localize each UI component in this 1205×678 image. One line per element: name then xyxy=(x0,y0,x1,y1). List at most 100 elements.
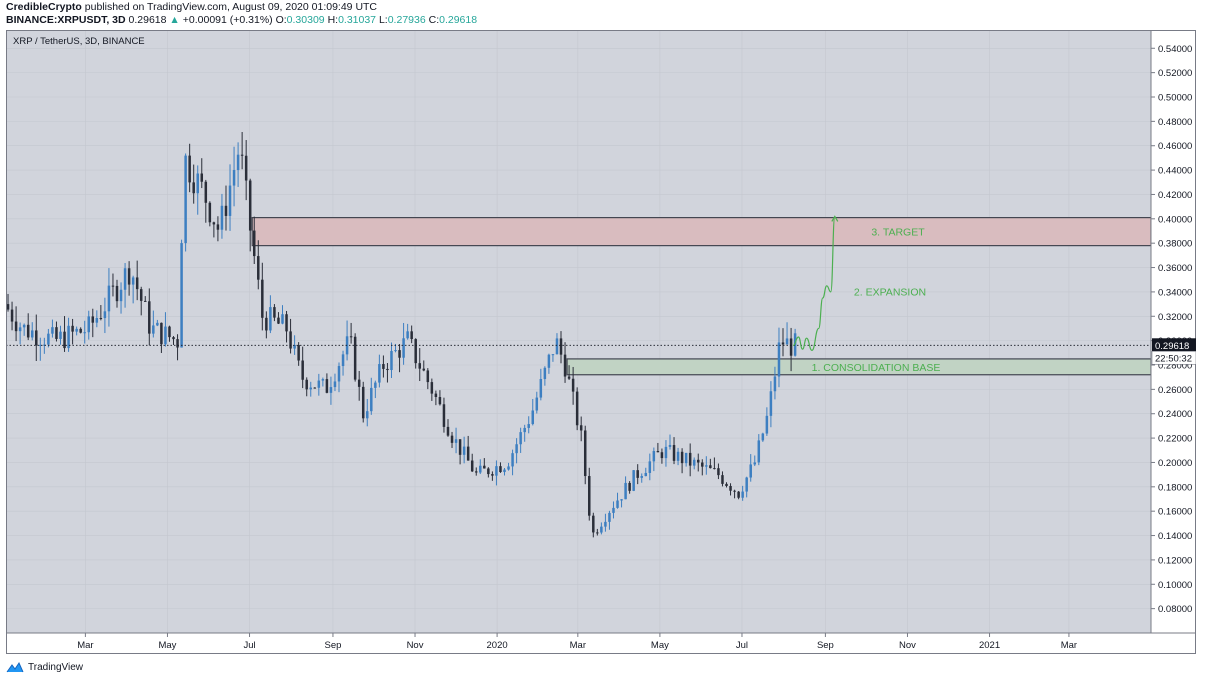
candle-bull xyxy=(107,285,111,312)
time-axis[interactable] xyxy=(6,633,1196,654)
candle-bull xyxy=(196,173,199,194)
candle-bull xyxy=(156,322,159,326)
candle-bull xyxy=(507,466,510,470)
candle-bull xyxy=(749,464,752,478)
candle-bear xyxy=(733,490,736,492)
price-chart[interactable]: 3. TARGET 1. CONSOLIDATION BASE 2. EXPANSI… xyxy=(6,30,1197,654)
chart-area[interactable]: 3. TARGET 1. CONSOLIDATION BASE 2. EXPANSI… xyxy=(6,30,1197,654)
plot-background xyxy=(6,30,1151,633)
candle-bull xyxy=(119,289,123,302)
price-tick-label: 0.18000 xyxy=(1158,482,1192,493)
time-tick-label: Nov xyxy=(899,640,916,651)
candle-bull xyxy=(95,318,99,323)
candle-bull xyxy=(39,344,42,346)
candle-bear xyxy=(729,485,732,491)
time-tick-label: Jul xyxy=(243,640,255,651)
candle-bear xyxy=(172,337,175,340)
candle-bull xyxy=(555,338,559,355)
candle-bear xyxy=(273,307,276,318)
candle-bear xyxy=(559,338,563,355)
candle-bear xyxy=(285,314,288,332)
candle-bull xyxy=(551,354,555,356)
candle-bear xyxy=(446,426,450,436)
target-zone-label: 3. TARGET xyxy=(871,227,925,239)
candle-bear xyxy=(414,339,417,364)
candle-bear xyxy=(628,482,631,491)
candle-bear xyxy=(79,328,82,333)
candle-bull xyxy=(777,342,781,377)
candle-bull xyxy=(341,354,345,367)
candle-bear xyxy=(438,397,442,405)
candle-bull xyxy=(632,470,635,491)
candle-bear xyxy=(713,468,716,470)
projection-path xyxy=(792,215,836,351)
price-tick-label: 0.40000 xyxy=(1158,214,1192,225)
candle-bear xyxy=(696,459,700,463)
candle-bear xyxy=(277,317,280,324)
candle-bear xyxy=(466,446,470,461)
price-tick-label: 0.44000 xyxy=(1158,166,1192,177)
candle-bull xyxy=(87,316,90,333)
time-axis-labels: Mar May Jul Sep Nov 2020 Mar May Jul Sep Nov 2021 Ma… xyxy=(77,633,1077,651)
candle-bear xyxy=(192,182,195,194)
candle-bear xyxy=(244,155,248,181)
price-axis[interactable] xyxy=(1151,30,1196,633)
footer-brand[interactable]: TradingView xyxy=(28,661,84,673)
price-tick-label: 0.36000 xyxy=(1158,263,1192,274)
candle-bear xyxy=(410,331,413,340)
candle-bear xyxy=(325,379,329,393)
candle-bull xyxy=(527,424,530,428)
candle-bear xyxy=(382,364,385,369)
price-tick-label: 0.10000 xyxy=(1158,580,1192,591)
price-tick-label: 0.32000 xyxy=(1158,312,1192,323)
candle-bull xyxy=(503,469,506,473)
candle-bull xyxy=(773,376,777,392)
candle-bull xyxy=(30,330,34,338)
candle-bear xyxy=(6,304,10,310)
candle-bull xyxy=(164,326,167,345)
candle-bull xyxy=(608,512,611,522)
candle-bear xyxy=(474,471,478,473)
candle-bear xyxy=(349,336,353,338)
candle-bull xyxy=(676,451,680,461)
price-axis-labels: 0.54000 0.52000 0.50000 0.48000 0.46000 0.440… xyxy=(1151,44,1192,615)
candle-bull xyxy=(600,526,603,533)
candle-bull xyxy=(515,444,518,454)
last-price-badge-label: 0.29618 xyxy=(1155,341,1189,352)
candle-bull xyxy=(59,331,62,339)
footer: TradingView xyxy=(6,659,83,675)
candle-bull xyxy=(745,477,748,492)
candle-bear xyxy=(135,277,139,290)
candle-bull xyxy=(43,344,46,346)
candle-bull xyxy=(123,268,127,290)
candle-bull xyxy=(47,333,50,345)
candle-bear xyxy=(717,468,720,476)
candle-bull xyxy=(511,453,514,467)
candle-bear xyxy=(563,354,567,377)
price-tick-label: 0.16000 xyxy=(1158,507,1192,518)
author-name[interactable]: CredibleCrypto xyxy=(6,1,82,13)
candle-bull xyxy=(495,466,498,476)
candle-bull xyxy=(741,491,744,498)
high-label: H: xyxy=(327,14,339,26)
candle-bull xyxy=(543,367,547,380)
candle-bear xyxy=(592,515,595,533)
candle-bear xyxy=(418,363,421,369)
candle-bear xyxy=(144,300,147,302)
symbol-label: BINANCE:XRPUSDT, 3D xyxy=(6,14,126,26)
candle-bull xyxy=(479,465,482,473)
candle-bull xyxy=(402,338,405,358)
price-tick-label: 0.34000 xyxy=(1158,287,1192,298)
candle-bull xyxy=(333,381,337,388)
price-tick-label: 0.22000 xyxy=(1158,434,1192,445)
price-change: +0.00091 (+0.31%) xyxy=(182,14,273,26)
time-tick-label: 2020 xyxy=(487,640,508,651)
candle-bear xyxy=(483,465,486,469)
candle-bear xyxy=(188,155,191,183)
candle-bear xyxy=(257,256,260,280)
candle-bear xyxy=(491,474,494,476)
candle-bull xyxy=(757,440,761,463)
candle-bear xyxy=(499,466,502,473)
candle-bull xyxy=(616,500,619,508)
candle-bull xyxy=(236,154,240,171)
